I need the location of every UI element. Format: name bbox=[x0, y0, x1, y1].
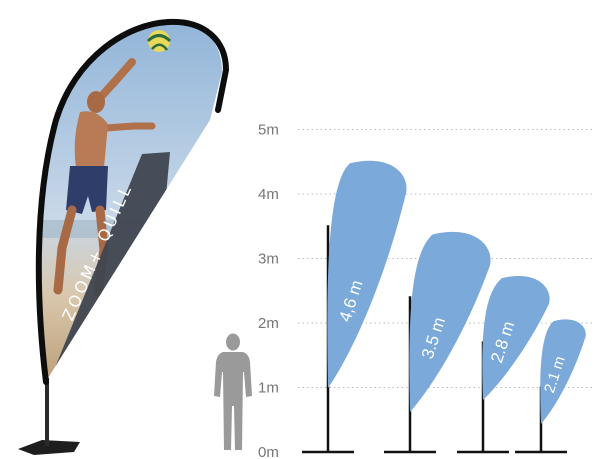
scale-label: 3m bbox=[258, 251, 279, 268]
teardrop-banner: ZOOM+ QUILL bbox=[18, 18, 230, 455]
scale-label: 2m bbox=[258, 315, 279, 332]
flag-2: 3.5 m bbox=[384, 231, 491, 454]
banner-pole-frame bbox=[35, 18, 230, 385]
flag-fabric bbox=[540, 319, 586, 424]
scale-label: 0m bbox=[258, 444, 279, 459]
person-silhouette-icon bbox=[214, 333, 252, 450]
flag-fabric bbox=[327, 160, 407, 388]
volleyball-icon bbox=[146, 30, 172, 52]
scale-label: 5m bbox=[258, 122, 279, 139]
scale-label: 4m bbox=[258, 186, 279, 203]
height-scale: 0m 1m 2m 3m 4m 5m bbox=[258, 122, 592, 459]
flag-fabric bbox=[409, 231, 491, 412]
flag-3: 2.8 m bbox=[457, 275, 550, 454]
banner-artwork: ZOOM+ QUILL bbox=[39, 21, 222, 379]
flag-size-comparison: 4,6 m3.5 m 2.8 m2.1 m bbox=[302, 160, 586, 454]
flag-4: 2.1 m bbox=[515, 319, 586, 454]
flag-1: 4,6 m bbox=[302, 160, 407, 454]
flag-fabric bbox=[482, 275, 550, 400]
scale-label: 1m bbox=[258, 380, 279, 397]
banner-pole-lower bbox=[45, 378, 49, 446]
banner-cross-base bbox=[18, 440, 80, 455]
